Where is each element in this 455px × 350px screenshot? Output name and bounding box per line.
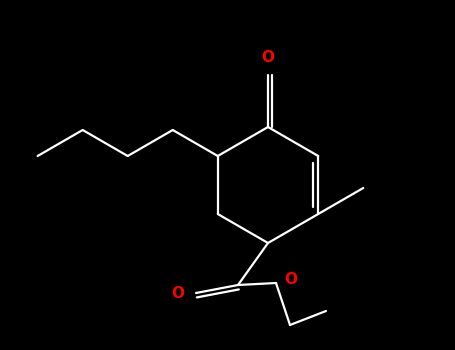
Text: O: O	[171, 286, 184, 301]
Text: O: O	[262, 50, 274, 65]
Text: O: O	[284, 272, 297, 287]
